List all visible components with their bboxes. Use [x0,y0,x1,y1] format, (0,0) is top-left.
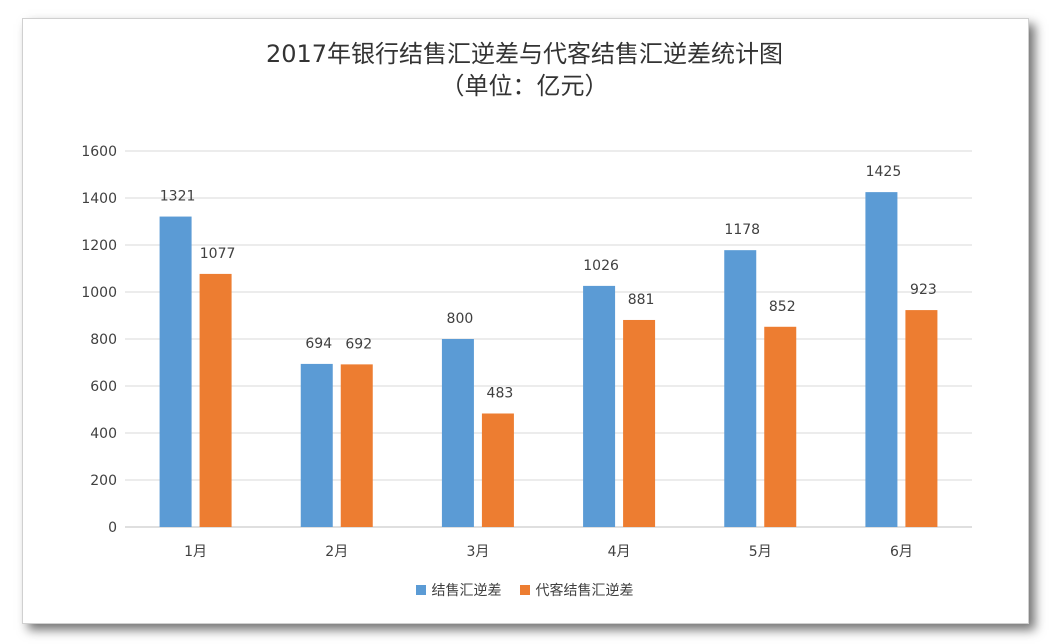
data-label: 881 [628,292,655,308]
bar-series-2 [905,310,938,527]
legend-label-series-1: 结售汇逆差 [431,583,502,599]
y-tick-label: 0 [108,520,117,536]
y-tick-label: 1400 [81,191,117,207]
bar-series-1 [724,250,757,528]
data-label: 852 [769,299,796,315]
x-tick-label: 2月 [325,544,348,560]
x-tick-label: 4月 [608,544,631,560]
y-tick-label: 800 [90,332,117,348]
y-tick-label: 1200 [81,238,117,254]
bar-series-2 [481,413,514,527]
bar-series-2 [340,364,373,527]
y-tick-label: 600 [90,379,117,395]
chart-legend: 结售汇逆差 代客结售汇逆差 [0,580,1049,600]
data-label: 1178 [724,222,760,238]
bar-series-2 [623,319,656,527]
x-tick-label: 5月 [749,544,772,560]
legend-swatch-series-2 [519,585,530,595]
bar-series-1 [583,285,616,527]
x-tick-label: 6月 [890,544,913,560]
data-label: 1425 [866,164,902,180]
bar-series-1 [300,363,333,527]
y-tick-label: 200 [90,473,117,489]
bar-series-2 [764,326,797,527]
legend-item-series-1: 结售汇逆差 [415,580,502,600]
data-label: 1321 [160,189,196,205]
bar-series-1 [865,192,898,527]
data-label: 1077 [200,246,236,262]
chart-title-block: 2017年银行结售汇逆差与代客结售汇逆差统计图 （单位：亿元） [0,38,1049,102]
legend-swatch-series-1 [415,585,426,595]
bar-series-1 [159,216,192,527]
data-label: 694 [305,336,332,352]
y-tick-label: 1000 [81,285,117,301]
x-tick-label: 3月 [466,544,489,560]
bar-series-1 [441,339,474,527]
data-label: 800 [447,311,474,327]
data-label: 923 [910,282,937,298]
x-tick-label: 1月 [184,544,207,560]
y-tick-label: 400 [90,426,117,442]
data-label: 1026 [583,258,619,274]
bar-series-2 [199,273,232,527]
chart-title: 2017年银行结售汇逆差与代客结售汇逆差统计图 [265,40,784,68]
data-label: 483 [487,385,514,401]
legend-item-series-2: 代客结售汇逆差 [519,580,634,600]
chart-subtitle: （单位：亿元） [440,72,609,100]
data-label: 692 [345,336,372,352]
y-tick-label: 1600 [81,144,117,160]
legend-label-series-2: 代客结售汇逆差 [535,583,634,599]
